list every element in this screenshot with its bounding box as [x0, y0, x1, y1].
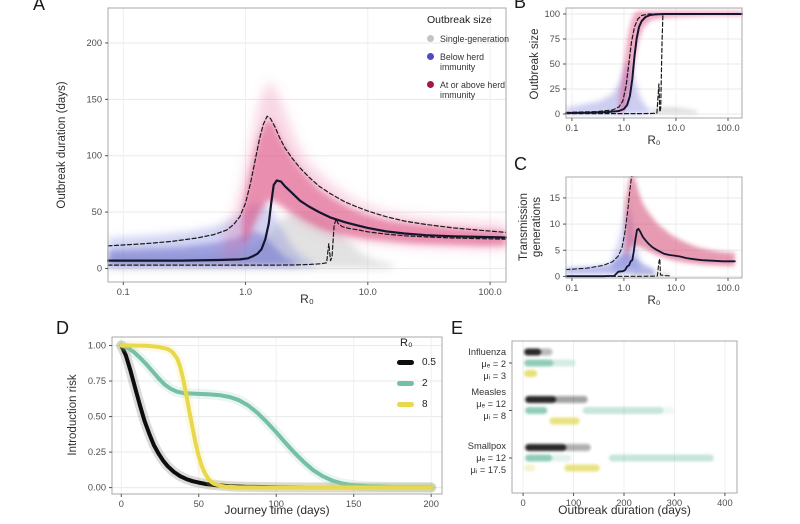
group-label-influenza: Influenza μₑ = 2 μᵢ = 3	[406, 347, 506, 382]
mu-e-value: μₑ = 2	[481, 358, 506, 369]
svg-text:25: 25	[550, 84, 560, 94]
legend-item-above-herd: At or above herd immunity	[427, 80, 513, 101]
panel-d-ylabel: Introduction risk	[67, 374, 80, 456]
svg-text:200: 200	[423, 499, 439, 509]
disease-name: Smallpox	[467, 441, 506, 451]
legend-item-single-generation: Single-generation	[427, 34, 513, 45]
svg-text:100: 100	[544, 9, 560, 19]
svg-text:1.0: 1.0	[239, 287, 252, 297]
svg-text:0.50: 0.50	[88, 412, 106, 422]
legend-title: Outbreak size	[427, 14, 492, 26]
svg-text:0: 0	[555, 271, 560, 281]
mu-i-value: μᵢ = 17.5	[470, 464, 506, 475]
svg-text:15: 15	[550, 193, 560, 203]
svg-text:1.00: 1.00	[88, 341, 106, 351]
panel-b-ylabel: Outbreak size	[529, 28, 542, 100]
mu-e-value: μₑ = 12	[476, 452, 506, 463]
svg-text:0: 0	[555, 109, 560, 119]
svg-text:0: 0	[119, 499, 124, 509]
svg-text:10: 10	[550, 219, 560, 229]
r0-8-line-icon	[397, 402, 414, 407]
above-herd-dot-icon	[427, 80, 434, 88]
legend-item-r0-2: 2	[397, 378, 436, 389]
svg-text:0.1: 0.1	[117, 287, 130, 297]
panel-c-chart: 0.1 1.0 10.0 100.0 0 5 10 15	[550, 176, 743, 293]
svg-text:0.25: 0.25	[88, 447, 106, 457]
svg-text:10.0: 10.0	[359, 287, 377, 297]
r0-05-line-icon	[397, 360, 414, 365]
svg-text:200: 200	[86, 38, 102, 48]
panel-a-xlabel: R₀	[300, 292, 314, 306]
legend-item-label: Below herd immunity	[440, 51, 485, 73]
panel-b-label: B	[514, 0, 527, 12]
panel-a-ylabel: Outbreak duration (days)	[56, 81, 69, 209]
legend-item-label: Single-generation	[440, 34, 509, 44]
svg-text:0: 0	[521, 498, 526, 508]
svg-text:50: 50	[92, 207, 102, 217]
legend-item-below-herd: Below herd immunity	[427, 52, 513, 73]
svg-text:150: 150	[86, 94, 102, 104]
panel-d-label: D	[56, 318, 69, 338]
panel-c-label: C	[514, 154, 527, 174]
svg-text:50: 50	[550, 59, 560, 69]
panel-e-chart: 0 100 200 300 400	[509, 340, 738, 508]
group-label-measles: Measles μₑ = 12 μᵢ = 8	[406, 387, 506, 422]
legend-item-label: At or above herd immunity	[440, 79, 506, 101]
panel-a-legend: Outbreak size Single-generation Below he…	[427, 14, 513, 108]
svg-text:300: 300	[667, 498, 683, 508]
legend-item-r0-05: 0.5	[397, 357, 436, 368]
single-generation-dot-icon	[427, 35, 434, 42]
svg-text:0.00: 0.00	[88, 483, 106, 493]
r0-2-line-icon	[397, 381, 414, 386]
svg-text:100: 100	[268, 499, 284, 509]
svg-text:100.0: 100.0	[478, 287, 501, 297]
svg-text:0: 0	[97, 263, 102, 273]
svg-text:100: 100	[86, 151, 102, 161]
svg-text:200: 200	[616, 498, 632, 508]
panel-b-xlabel: R₀	[647, 135, 661, 147]
panel-a-chart: 0.1 1.0 10.0 100.0 0 50 100 150 200	[86, 7, 507, 297]
legend-item-label: 2	[422, 378, 428, 389]
svg-text:0.75: 0.75	[88, 376, 106, 386]
panel-d-chart: 0 50 100 150 200 0.00 0.25 0.50 0.75 1.00	[88, 336, 443, 509]
svg-text:0.1: 0.1	[565, 123, 578, 133]
svg-text:150: 150	[346, 499, 362, 509]
disease-name: Influenza	[468, 347, 506, 357]
panel-e-label: E	[451, 318, 464, 338]
svg-text:100.0: 100.0	[716, 283, 739, 293]
svg-text:10.0: 10.0	[667, 283, 685, 293]
svg-text:1.0: 1.0	[617, 283, 630, 293]
legend-item-label: 8	[422, 399, 428, 410]
group-label-smallpox: Smallpox μₑ = 12 μᵢ = 17.5	[406, 441, 506, 476]
panel-c-ylabel: Transmission generations	[517, 193, 543, 261]
svg-text:1.0: 1.0	[617, 123, 630, 133]
mu-i-value: μᵢ = 3	[483, 370, 506, 381]
panel-a-label: A	[33, 0, 46, 14]
svg-text:400: 400	[717, 498, 733, 508]
legend-item-label: 0.5	[422, 357, 436, 368]
below-herd-dot-icon	[427, 52, 434, 60]
legend-title: R₀	[400, 337, 413, 349]
svg-text:100: 100	[566, 498, 582, 508]
svg-text:5: 5	[555, 245, 560, 255]
panel-b-chart: 0.1 1.0 10.0 100.0 0 25 50 75 100	[544, 7, 743, 133]
svg-text:0.1: 0.1	[565, 283, 578, 293]
mu-i-value: μᵢ = 8	[483, 410, 506, 421]
svg-text:50: 50	[194, 499, 204, 509]
mu-e-value: μₑ = 12	[476, 398, 506, 409]
panel-d-xlabel: Journey time (days)	[224, 503, 330, 517]
svg-text:10.0: 10.0	[667, 123, 685, 133]
legend-item-r0-8: 8	[397, 399, 436, 410]
svg-text:100.0: 100.0	[716, 123, 739, 133]
panel-c-xlabel: R₀	[647, 295, 661, 307]
panel-d-legend: R₀ 0.5 2 8	[397, 337, 436, 420]
panel-e-xlabel: Outbreak duration (days)	[558, 503, 691, 517]
svg-text:75: 75	[550, 34, 560, 44]
disease-name: Measles	[471, 387, 506, 397]
